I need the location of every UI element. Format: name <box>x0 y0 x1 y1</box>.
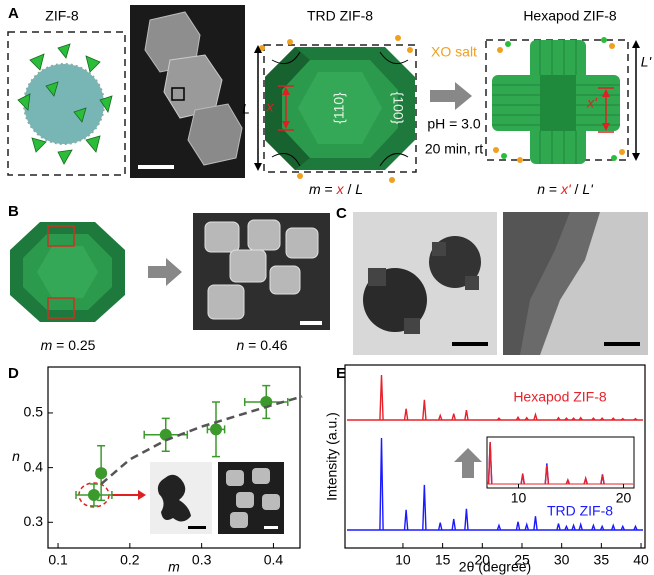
xrd-chart: 101520253035402θ (degree)Intensity (a.u.… <box>324 365 649 575</box>
ratio-label: m = 0.25 <box>41 337 96 353</box>
x-tick-label: 10 <box>395 552 411 568</box>
sem-image <box>130 5 245 178</box>
diffraction-peak <box>452 519 455 530</box>
sem-image <box>193 213 330 330</box>
reaction-arrow <box>430 82 472 110</box>
x-tick-label: 15 <box>435 552 451 568</box>
inset-x-tick-label: 20 <box>616 490 632 506</box>
diffraction-peak <box>534 415 537 420</box>
crystal-structure <box>18 44 112 164</box>
trd-model <box>10 222 125 322</box>
reagent-label: XO salt <box>431 44 477 60</box>
diffraction-peak <box>557 524 560 530</box>
diffraction-peak <box>579 524 582 530</box>
series-label: TRD ZIF-8 <box>547 503 613 519</box>
diffraction-peak <box>380 375 383 420</box>
formula-part: = <box>321 181 337 197</box>
transform-arrow <box>454 448 482 478</box>
x-tick-label: 35 <box>594 552 610 568</box>
dimension-arrow <box>632 40 640 161</box>
x-tick-label: 40 <box>633 552 649 568</box>
y-tick-label: 0.4 <box>24 458 44 474</box>
diffraction-peak <box>465 410 468 420</box>
inset-particle <box>262 494 280 510</box>
ratio-part: = 0.25 <box>52 337 95 353</box>
x-tick-label: 0.3 <box>192 552 212 568</box>
data-point <box>88 489 100 501</box>
formula-part: / <box>571 181 583 197</box>
ratio-formula: n = x' / L' <box>537 181 594 197</box>
diffraction-peak <box>534 516 537 530</box>
diffraction-peak <box>465 509 468 530</box>
diffraction-peak <box>405 409 408 420</box>
zif8-title: ZIF-8 <box>45 8 79 24</box>
dimension-arrow <box>254 45 262 171</box>
ratio-part: m <box>41 337 53 353</box>
panel-label: B <box>8 203 19 220</box>
formula-part: L <box>355 181 363 197</box>
hexapod-title: Hexapod ZIF-8 <box>523 8 617 24</box>
ratio-part: n <box>237 337 245 353</box>
inset-particle <box>230 512 248 528</box>
x-tick-label: 0.2 <box>120 552 140 568</box>
dimension-label: L' <box>641 54 653 70</box>
diffraction-peak <box>423 485 426 530</box>
x-axis-label: 2θ (degree) <box>459 559 531 575</box>
facet-label: {100} <box>390 92 406 125</box>
dimension-label: L <box>242 101 250 117</box>
ratio-part: = 0.46 <box>244 337 287 353</box>
inset-particle <box>252 468 270 484</box>
y-axis-label: n <box>12 448 20 464</box>
scale-bar <box>188 526 206 529</box>
y-tick-label: 0.5 <box>24 404 44 420</box>
series-label: Hexapod ZIF-8 <box>513 389 607 405</box>
diffraction-peak <box>516 522 519 530</box>
dimension-label: x' <box>586 95 598 111</box>
diffraction-peak <box>405 510 408 530</box>
diffraction-peak <box>525 524 528 530</box>
diffraction-peak <box>452 414 455 420</box>
formula-part: L' <box>582 181 594 197</box>
tem-image <box>353 212 497 355</box>
figure: A B C D E ZIF-8 TRD ZIF-8 {110} {10 <box>0 0 654 575</box>
facet-label: {110} <box>331 92 347 124</box>
hexapod-crystal <box>492 37 625 164</box>
ratio-label: n = 0.46 <box>237 337 288 353</box>
condition-label: pH = 3.0 <box>427 116 481 132</box>
ratio-formula: m = x / L <box>309 181 363 197</box>
inset-x-tick-label: 10 <box>511 490 527 506</box>
y-tick-label: 0.3 <box>24 513 44 529</box>
x-tick-label: 0.1 <box>48 552 68 568</box>
diffraction-peak <box>439 523 442 530</box>
formula-part: n <box>537 181 545 197</box>
formula-part: = <box>545 181 561 197</box>
dimension-label: x <box>266 99 275 115</box>
formula-part: / <box>344 181 356 197</box>
inset-frame <box>487 437 634 488</box>
diffraction-peak <box>423 400 426 420</box>
scale-bar <box>264 526 278 529</box>
data-point <box>210 423 222 435</box>
y-axis-label: Intensity (a.u.) <box>324 412 340 501</box>
inset-particle <box>236 492 254 508</box>
data-point <box>95 467 107 479</box>
pointer-arrow-head <box>138 490 146 500</box>
diffraction-peak <box>380 438 383 530</box>
inset-particle <box>226 470 244 486</box>
panel-label: A <box>8 5 19 22</box>
panel-label: C <box>336 205 347 222</box>
formula-part: m <box>309 181 321 197</box>
trd-title: TRD ZIF-8 <box>307 8 373 24</box>
x-tick-label: 0.4 <box>264 552 284 568</box>
transform-arrow <box>148 258 182 286</box>
tem-image <box>503 212 648 355</box>
x-tick-label: 30 <box>554 552 570 568</box>
panel-label: D <box>8 365 19 382</box>
condition-label: 20 min, rt <box>425 141 483 157</box>
scatter-chart: 0.1 0.2 0.3 0.4 0.3 0.4 0.5 m n <box>12 367 302 575</box>
x-axis-label: m <box>168 559 180 575</box>
